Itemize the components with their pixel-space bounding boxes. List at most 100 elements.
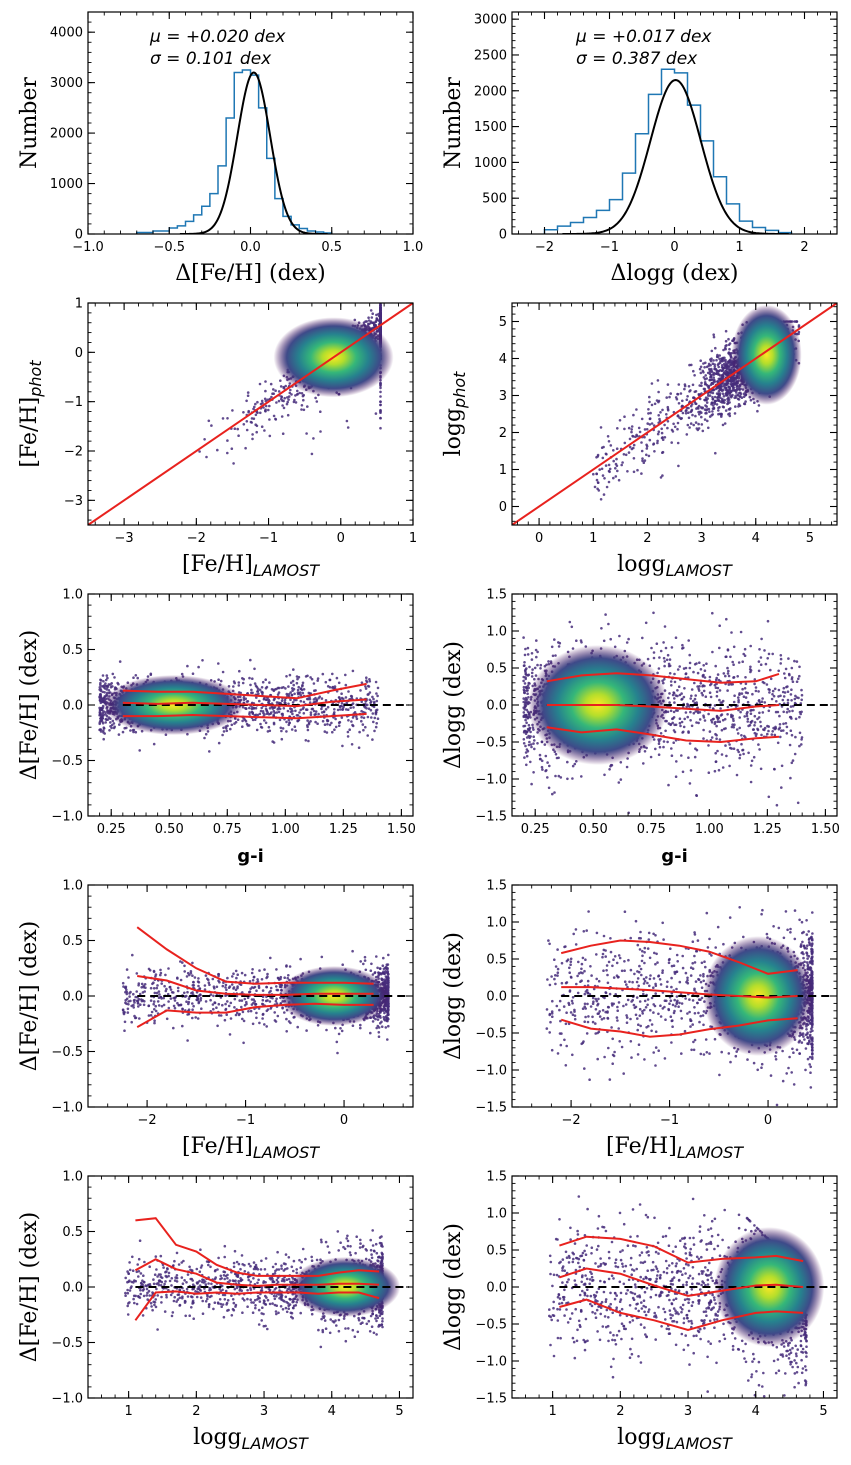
x-tick-label: 0.25 bbox=[521, 822, 550, 837]
y-tick-label: −1.0 bbox=[51, 810, 83, 825]
y-tick-label: −1.0 bbox=[475, 1064, 507, 1079]
x-tick-label: −3 bbox=[115, 531, 134, 546]
trend-lower-line bbox=[134, 1290, 380, 1321]
ticks bbox=[87, 884, 413, 1108]
plot-area bbox=[136, 69, 333, 234]
y-tick-label: 1000 bbox=[474, 156, 507, 171]
y-tick-label: 1.5 bbox=[486, 879, 507, 894]
trend-median-line bbox=[561, 986, 798, 999]
x-tick-label: 0 bbox=[337, 531, 345, 546]
y-tick-label: −1.0 bbox=[51, 1392, 83, 1407]
trend-median-line bbox=[134, 1258, 380, 1287]
panel-p7: −2 −1 0 −1.0 −0.5 0.0 0.5 1.0 [Fe/H]LAMOST Δ[Fe/H… bbox=[17, 879, 414, 1162]
y-tick-label: 0.5 bbox=[486, 953, 507, 968]
x-tick-label: 0 bbox=[535, 531, 543, 546]
x-tick-label: 3 bbox=[697, 531, 705, 546]
y-tick-label: 1.0 bbox=[62, 879, 83, 894]
y-tick-label: 0.5 bbox=[62, 1225, 83, 1240]
x-tick-label: 1.25 bbox=[329, 822, 358, 837]
x-axis-label: loggLAMOST bbox=[193, 1425, 309, 1453]
plot-area bbox=[543, 68, 793, 234]
y-tick-label: −1.0 bbox=[475, 1355, 507, 1370]
y-tick-label: 1.0 bbox=[62, 1170, 83, 1185]
x-tick-label: −1 bbox=[236, 1113, 255, 1128]
panel-p10: 1 2 3 4 5 −1.5 −1.0 −0.5 0.0 0.5 1.0 1.5 loggLAMOST Δ… bbox=[441, 1170, 838, 1453]
x-tick-label: 0 bbox=[340, 1113, 348, 1128]
x-tick-label: 1 bbox=[409, 531, 417, 546]
y-tick-label: −0.5 bbox=[51, 1045, 83, 1060]
x-tick-label: 0.50 bbox=[155, 822, 184, 837]
y-tick-label: 1.0 bbox=[486, 1207, 507, 1222]
y-tick-label: 0.0 bbox=[486, 990, 507, 1005]
y-tick-label: 4 bbox=[499, 352, 507, 367]
x-tick-label: 0.5 bbox=[321, 240, 342, 255]
plot-area bbox=[545, 906, 833, 1107]
x-tick-label: 1.50 bbox=[387, 822, 416, 837]
y-tick-label: 500 bbox=[482, 192, 507, 207]
x-tick-label: 3 bbox=[260, 1404, 268, 1419]
y-tick-label: 2 bbox=[499, 426, 507, 441]
x-axis-label: [Fe/H]LAMOST bbox=[606, 1134, 744, 1162]
panel-p4: 0 1 2 3 4 5 0 1 2 3 4 5 loggLAMOST loggphot bbox=[441, 302, 838, 580]
y-tick-label: 3 bbox=[499, 389, 507, 404]
x-tick-label: 1 bbox=[548, 1404, 556, 1419]
x-tick-label: −1 bbox=[660, 1113, 679, 1128]
trend-lower-line bbox=[560, 1017, 798, 1038]
y-axis-label: Δlogg (dex) bbox=[441, 1223, 466, 1351]
panel-p3: −3 −2 −1 0 1 −3 −2 −1 0 1 [Fe/H]LAMOST [Fe/H]phot bbox=[17, 297, 417, 581]
trend-upper-line bbox=[136, 926, 374, 985]
trend-lower-line bbox=[546, 726, 780, 744]
x-tick-label: 1.00 bbox=[695, 822, 724, 837]
x-tick-label: 0 bbox=[670, 240, 678, 255]
x-tick-label: 1.50 bbox=[811, 822, 840, 837]
y-tick-label: 1 bbox=[75, 297, 83, 312]
y-tick-label: −1.0 bbox=[475, 773, 507, 788]
y-tick-label: 1500 bbox=[474, 120, 507, 135]
x-tick-label: −2 bbox=[535, 240, 554, 255]
x-tick-label: 1.00 bbox=[271, 822, 300, 837]
x-axis-label: Δlogg (dex) bbox=[610, 261, 738, 286]
gaussian-fit-line bbox=[562, 79, 789, 234]
y-tick-label: −1 bbox=[64, 395, 83, 410]
trend-lower-line bbox=[136, 1002, 374, 1028]
x-tick-label: 1.25 bbox=[753, 822, 782, 837]
y-tick-label: 1.0 bbox=[486, 916, 507, 931]
y-tick-label: 0 bbox=[499, 500, 507, 515]
y-tick-label: −0.5 bbox=[475, 1318, 507, 1333]
x-tick-label: −2 bbox=[138, 1113, 157, 1128]
fit-annotation: σ = 0.101 dex bbox=[150, 49, 272, 69]
density-core bbox=[103, 675, 244, 735]
trend-median-line bbox=[122, 698, 367, 708]
x-tick-label: 0 bbox=[764, 1113, 772, 1128]
x-axis-label: g-i bbox=[237, 846, 264, 867]
plot-area bbox=[124, 1217, 409, 1349]
panel-p6: 0.25 0.50 0.75 1.00 1.25 1.50 −1.5 −1.0 −0.5 0.0 0… bbox=[441, 588, 840, 868]
x-axis-label: loggLAMOST bbox=[617, 552, 733, 580]
x-tick-label: 0.75 bbox=[637, 822, 666, 837]
y-tick-label: 2500 bbox=[474, 48, 507, 63]
y-tick-label: 0 bbox=[499, 228, 507, 243]
panel-p5: 0.25 0.50 0.75 1.00 1.25 1.50 −1.0 −0.5 0.0 0.5 1.… bbox=[17, 588, 416, 868]
y-tick-label: −1.5 bbox=[475, 1392, 507, 1407]
ticks bbox=[511, 884, 837, 1108]
x-tick-label: 0.50 bbox=[579, 822, 608, 837]
y-tick-label: 1.0 bbox=[486, 625, 507, 640]
x-axis-label: loggLAMOST bbox=[617, 1425, 733, 1453]
y-tick-label: −0.5 bbox=[51, 1336, 83, 1351]
y-tick-label: −0.5 bbox=[475, 736, 507, 751]
y-axis-label: Δlogg (dex) bbox=[441, 932, 466, 1060]
y-tick-label: 0.0 bbox=[62, 699, 83, 714]
axes-frame bbox=[87, 302, 414, 526]
y-tick-label: 3000 bbox=[50, 76, 83, 91]
plot-area bbox=[548, 1195, 833, 1398]
x-tick-label: −1 bbox=[600, 240, 619, 255]
trend-upper-line bbox=[135, 1217, 380, 1277]
y-tick-label: 1 bbox=[499, 463, 507, 478]
y-tick-label: 5 bbox=[499, 315, 507, 330]
x-tick-label: −2 bbox=[187, 531, 206, 546]
y-tick-label: 0.0 bbox=[62, 990, 83, 1005]
panel-p8: −2 −1 0 −1.5 −1.0 −0.5 0.0 0.5 1.0 1.5 [Fe/H]LAMOS… bbox=[441, 879, 838, 1162]
fit-annotation: σ = 0.387 dex bbox=[576, 49, 698, 69]
density-core bbox=[731, 304, 802, 405]
histogram-steps bbox=[136, 69, 333, 234]
